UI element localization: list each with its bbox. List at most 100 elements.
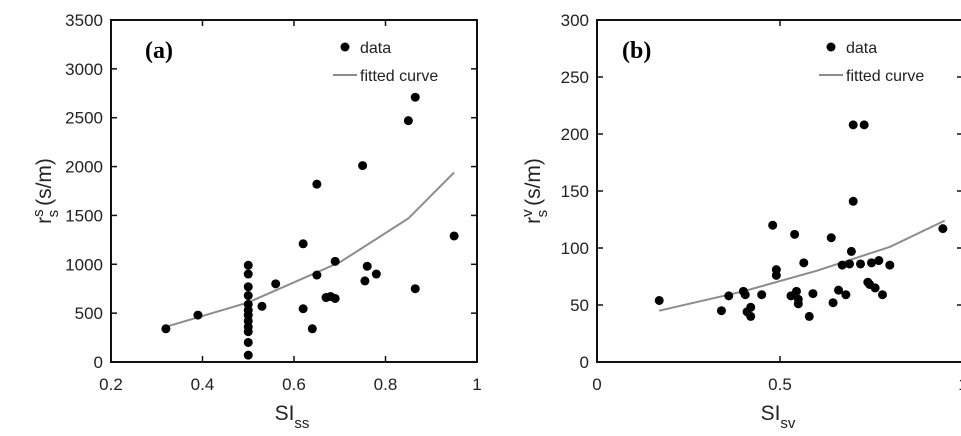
data-point <box>793 299 803 309</box>
data-point <box>757 290 767 300</box>
legend-label-fitted-b: fitted curve <box>846 68 924 85</box>
legend-b: data fitted curve <box>819 40 924 85</box>
data-point <box>161 324 171 334</box>
data-point <box>848 196 858 206</box>
data-point <box>371 269 381 279</box>
y-tick-label: 3000 <box>65 60 103 79</box>
data-point <box>845 259 855 269</box>
data-point <box>243 260 253 270</box>
y-tick-label: 300 <box>561 11 589 30</box>
x-ticks-b: 00.51 <box>592 20 961 394</box>
data-point <box>271 279 281 289</box>
legend-a: data fitted curve <box>333 40 438 85</box>
panel-label-a: (a) <box>145 38 173 64</box>
data-point <box>330 256 340 266</box>
y-axis-label-b-unit: (s/m) <box>522 158 545 206</box>
data-point <box>740 290 750 300</box>
data-point <box>360 276 370 286</box>
data-point <box>837 260 847 270</box>
data-point <box>790 229 800 239</box>
y-axis-label-b: rvs (s/m) <box>519 158 551 224</box>
data-points-b <box>654 120 948 321</box>
y-axis-label-a-main: r <box>33 217 56 224</box>
legend-marker-data-b <box>826 42 836 52</box>
y-tick-label: 100 <box>561 239 589 258</box>
x-tick-label: 0.2 <box>99 375 123 394</box>
data-point <box>243 282 253 292</box>
data-point <box>746 311 756 321</box>
x-axis-label-a: SIss <box>275 402 310 432</box>
data-point <box>410 92 420 102</box>
x-axis-label-a-sub: ss <box>294 415 309 432</box>
y-axis-label-a-unit: (s/m) <box>33 158 56 206</box>
data-point <box>449 231 459 241</box>
y-ticks-b: 0 50 100 150 200 250 300 <box>561 11 961 372</box>
data-point <box>867 258 876 268</box>
data-point <box>243 299 253 309</box>
data-point <box>724 291 734 301</box>
data-point <box>362 261 372 271</box>
data-point <box>877 290 887 300</box>
x-tick-label: 1 <box>958 375 961 394</box>
data-point <box>856 259 866 269</box>
data-point <box>846 246 856 256</box>
data-point <box>804 311 814 321</box>
data-point <box>938 224 948 234</box>
x-ticks-a: 0.2 0.4 0.6 0.8 1 <box>99 20 482 394</box>
y-tick-label: 3500 <box>65 11 103 30</box>
y-tick-label: 50 <box>570 296 589 315</box>
fitted-curve-a <box>165 171 455 328</box>
data-point <box>257 301 267 311</box>
x-tick-label: 0.6 <box>282 375 306 394</box>
data-point <box>746 302 756 312</box>
data-point <box>791 286 801 296</box>
y-axis-label-b-sup: v <box>519 209 536 217</box>
y-axis-label-a-sub: s <box>45 210 62 218</box>
legend-marker-data-a <box>340 42 350 52</box>
x-tick-label: 1 <box>472 375 481 394</box>
y-ticks-a: 0 500 1000 1500 2000 2500 3000 3500 <box>65 11 477 372</box>
data-point <box>885 260 895 270</box>
x-tick-label: 0.4 <box>191 375 215 394</box>
y-tick-label: 250 <box>561 68 589 87</box>
x-axis-label-b: SIsv <box>761 402 796 432</box>
data-point <box>403 116 413 126</box>
x-tick-label: 0.8 <box>374 375 398 394</box>
legend-label-data-a: data <box>360 40 391 57</box>
data-point <box>799 258 809 268</box>
x-tick-label: 0.5 <box>768 375 792 394</box>
data-point <box>771 270 781 280</box>
y-tick-label: 2500 <box>65 109 103 128</box>
data-point <box>826 233 836 243</box>
data-point <box>870 283 880 293</box>
y-tick-label: 1500 <box>65 206 103 225</box>
y-tick-label: 0 <box>94 353 103 372</box>
data-point <box>828 298 838 308</box>
x-axis-label-b-main: SI <box>761 402 781 425</box>
y-axis-label-b-sub: s <box>534 210 551 218</box>
y-tick-label: 200 <box>561 125 589 144</box>
data-point <box>768 220 778 230</box>
data-point <box>716 306 726 316</box>
data-point <box>193 310 203 320</box>
panel-label-b: (b) <box>622 38 651 64</box>
x-axis-label-a-main: SI <box>275 402 295 425</box>
chart-panel-b: 00.51 0 50 100 150 200 250 300 (b) data fitted… <box>519 11 961 432</box>
data-points-a <box>161 92 459 360</box>
data-point <box>312 270 322 280</box>
data-point <box>834 285 844 295</box>
y-axis-label-a-sup: s <box>30 209 47 217</box>
data-point <box>874 256 884 266</box>
data-point <box>410 284 420 294</box>
x-tick-label: 0 <box>592 375 601 394</box>
data-point <box>307 324 317 334</box>
data-point <box>848 120 858 130</box>
y-tick-label: 150 <box>561 182 589 201</box>
data-point <box>654 295 664 305</box>
data-point <box>298 239 308 249</box>
data-point <box>312 179 322 189</box>
y-tick-label: 2000 <box>65 158 103 177</box>
data-point <box>243 350 253 360</box>
data-point <box>841 290 851 300</box>
